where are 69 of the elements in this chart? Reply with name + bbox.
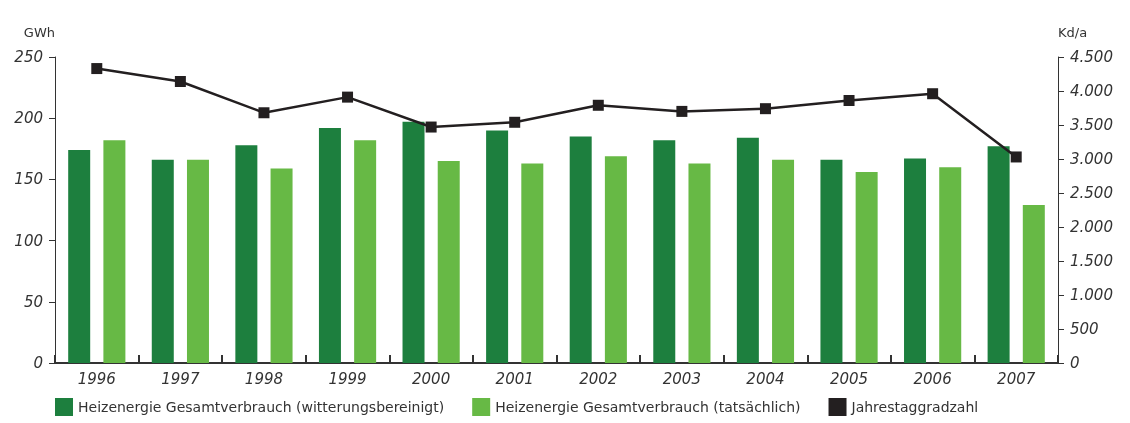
x-tick-label: 2000 (412, 369, 451, 388)
bar (270, 168, 293, 363)
bar (736, 137, 759, 363)
x-tick-label: 1996 (77, 369, 116, 388)
point (592, 99, 604, 111)
y-tick-label: 250 (14, 48, 43, 66)
bar (103, 140, 126, 363)
x-tick-label: 2003 (662, 369, 701, 388)
bar (151, 159, 174, 363)
x-tick-label: 2006 (913, 369, 952, 388)
bar (688, 163, 711, 363)
point (927, 88, 939, 100)
bar (68, 150, 91, 363)
y-tick-label: 50 (23, 292, 43, 311)
legend-label: Heizenergie Gesamtverbrauch (tatsächlich) (495, 399, 801, 415)
bar (820, 159, 843, 363)
point (759, 103, 771, 115)
point (425, 121, 437, 133)
y-axis-title: GWh (23, 25, 55, 40)
bar (486, 130, 509, 363)
bar (235, 145, 258, 363)
x-tick-label: 1998 (244, 369, 284, 388)
legend-label: Jahrestaggradzahl (850, 399, 979, 415)
bar (904, 158, 927, 363)
bar (402, 121, 425, 363)
point (174, 75, 186, 87)
bar (437, 161, 460, 363)
y2-tick-label: 3.000 (1070, 150, 1113, 168)
bar (569, 136, 592, 363)
y2-tick-label: 1.500 (1070, 252, 1113, 270)
point (1010, 151, 1022, 163)
point (509, 116, 521, 128)
x-tick-label: 2004 (746, 369, 785, 388)
bar (604, 156, 627, 363)
bar (987, 146, 1010, 363)
x-tick-label: 1997 (161, 369, 200, 388)
bar (354, 140, 377, 363)
bar (653, 140, 676, 363)
x-tick-label: 2005 (829, 369, 869, 388)
bar (318, 127, 341, 363)
legend-label: Heizenergie Gesamtverbrauch (witterungsbereinigt) (78, 399, 445, 415)
y2-tick-label: 4.000 (1070, 82, 1113, 100)
point (843, 95, 855, 107)
x-tick-label: 2001 (495, 369, 534, 388)
bar (855, 172, 878, 363)
point (342, 91, 354, 103)
bar (521, 163, 544, 363)
x-tick-label: 1999 (328, 369, 367, 388)
y-tick-label: 0 (33, 354, 43, 372)
bar (772, 159, 795, 363)
point (676, 105, 688, 117)
x-tick-label: 2007 (997, 369, 1036, 388)
y2-tick-label: 0 (1070, 354, 1080, 372)
y-tick-label: 200 (14, 109, 43, 128)
bar (939, 167, 962, 363)
bar (1022, 205, 1045, 363)
y2-tick-label: 4.500 (1070, 48, 1113, 66)
x-tick-label: 2002 (579, 369, 618, 388)
y2-tick-label: 3.500 (1070, 116, 1113, 134)
point (258, 107, 270, 119)
y2-tick-label: 1.000 (1070, 286, 1113, 304)
y2-tick-label: 2.500 (1070, 184, 1113, 202)
bar (186, 159, 209, 363)
point (91, 63, 103, 75)
y2-tick-label: 2.000 (1070, 218, 1113, 236)
y2-tick-label: 500 (1070, 320, 1099, 338)
y2-axis-title: Kd/a (1058, 25, 1088, 40)
y-tick-label: 100 (14, 231, 43, 250)
y-tick-label: 150 (14, 170, 43, 189)
